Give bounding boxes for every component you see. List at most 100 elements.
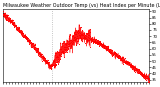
Point bbox=[83, 32, 85, 34]
Point bbox=[96, 41, 99, 42]
Point bbox=[31, 46, 33, 47]
Point bbox=[84, 37, 86, 38]
Point bbox=[60, 54, 62, 55]
Point bbox=[139, 73, 141, 75]
Point bbox=[19, 32, 21, 33]
Point bbox=[72, 37, 75, 38]
Point bbox=[54, 64, 57, 65]
Point bbox=[87, 40, 89, 41]
Point bbox=[53, 64, 56, 65]
Point bbox=[140, 75, 143, 76]
Point bbox=[112, 54, 114, 55]
Point bbox=[32, 42, 34, 44]
Point bbox=[37, 52, 40, 53]
Point bbox=[81, 33, 83, 35]
Point bbox=[83, 35, 86, 36]
Point bbox=[120, 57, 122, 58]
Point bbox=[111, 50, 114, 51]
Point bbox=[35, 49, 38, 51]
Point bbox=[144, 76, 146, 78]
Point bbox=[85, 33, 88, 34]
Point bbox=[67, 48, 69, 50]
Point bbox=[40, 55, 43, 56]
Point bbox=[121, 58, 124, 59]
Point bbox=[113, 51, 115, 53]
Point bbox=[90, 38, 93, 40]
Point bbox=[134, 71, 136, 72]
Point bbox=[113, 52, 115, 53]
Point bbox=[26, 38, 29, 39]
Point bbox=[18, 27, 20, 29]
Point bbox=[124, 61, 127, 62]
Point bbox=[10, 21, 13, 23]
Point bbox=[40, 54, 43, 55]
Point bbox=[133, 68, 136, 69]
Point bbox=[27, 37, 29, 39]
Point bbox=[22, 32, 24, 33]
Point bbox=[28, 41, 30, 42]
Point bbox=[6, 16, 8, 17]
Point bbox=[116, 55, 118, 56]
Point bbox=[141, 75, 144, 76]
Point bbox=[109, 49, 112, 50]
Point bbox=[53, 55, 56, 56]
Point bbox=[117, 58, 120, 59]
Point bbox=[62, 47, 65, 48]
Point bbox=[23, 34, 25, 35]
Point bbox=[65, 49, 68, 50]
Point bbox=[42, 55, 45, 56]
Point bbox=[25, 37, 28, 39]
Point bbox=[20, 31, 23, 33]
Point bbox=[79, 37, 82, 39]
Point bbox=[138, 71, 141, 72]
Point bbox=[144, 75, 147, 76]
Point bbox=[129, 64, 132, 65]
Point bbox=[5, 18, 8, 19]
Point bbox=[68, 45, 71, 47]
Point bbox=[35, 50, 38, 52]
Point bbox=[12, 23, 14, 24]
Point bbox=[59, 42, 62, 43]
Point bbox=[104, 46, 106, 47]
Point bbox=[92, 41, 95, 42]
Point bbox=[3, 15, 5, 16]
Point bbox=[2, 14, 5, 15]
Point bbox=[99, 42, 102, 44]
Point bbox=[43, 57, 46, 58]
Point bbox=[111, 55, 114, 57]
Point bbox=[5, 14, 8, 15]
Point bbox=[19, 32, 21, 33]
Point bbox=[15, 27, 17, 28]
Point bbox=[64, 46, 66, 48]
Point bbox=[42, 60, 45, 61]
Point bbox=[141, 75, 144, 76]
Point bbox=[48, 65, 50, 66]
Point bbox=[9, 20, 12, 21]
Point bbox=[92, 41, 94, 42]
Point bbox=[4, 16, 7, 17]
Point bbox=[4, 14, 7, 15]
Point bbox=[135, 68, 137, 69]
Point bbox=[23, 35, 26, 36]
Point bbox=[67, 46, 70, 47]
Point bbox=[75, 32, 78, 33]
Point bbox=[74, 34, 77, 35]
Point bbox=[77, 30, 80, 31]
Point bbox=[15, 27, 17, 28]
Point bbox=[113, 51, 116, 52]
Point bbox=[126, 61, 128, 63]
Point bbox=[21, 36, 24, 38]
Point bbox=[130, 67, 133, 68]
Point bbox=[82, 37, 84, 38]
Point bbox=[121, 57, 123, 58]
Point bbox=[58, 51, 60, 53]
Point bbox=[123, 59, 125, 60]
Point bbox=[125, 61, 127, 62]
Point bbox=[26, 39, 28, 40]
Point bbox=[73, 39, 76, 40]
Point bbox=[46, 63, 49, 64]
Point bbox=[61, 45, 64, 46]
Point bbox=[84, 36, 87, 38]
Point bbox=[44, 61, 47, 62]
Point bbox=[36, 52, 39, 54]
